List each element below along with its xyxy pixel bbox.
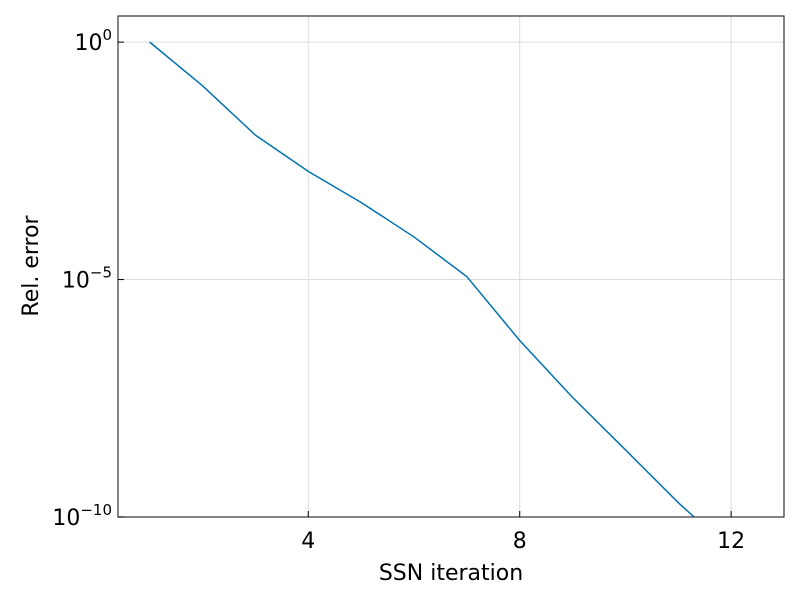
x-tick-label: 4 — [301, 529, 315, 554]
y-axis-label: Rel. error — [19, 214, 44, 316]
plot-frame — [117, 15, 785, 518]
x-tick-label: 12 — [717, 529, 745, 554]
grid — [118, 16, 784, 518]
y-tick-label: 10−10 — [52, 501, 112, 531]
y-tick-label: 10−5 — [62, 264, 112, 294]
axes-ticks: 4 8 12 100 10−5 10−10 — [52, 26, 745, 554]
plot-area — [149, 41, 695, 517]
series-line — [149, 41, 695, 517]
x-axis-label: SSN iteration — [379, 561, 523, 586]
x-tick-label: 8 — [513, 529, 527, 554]
y-tick-label: 100 — [74, 26, 112, 56]
